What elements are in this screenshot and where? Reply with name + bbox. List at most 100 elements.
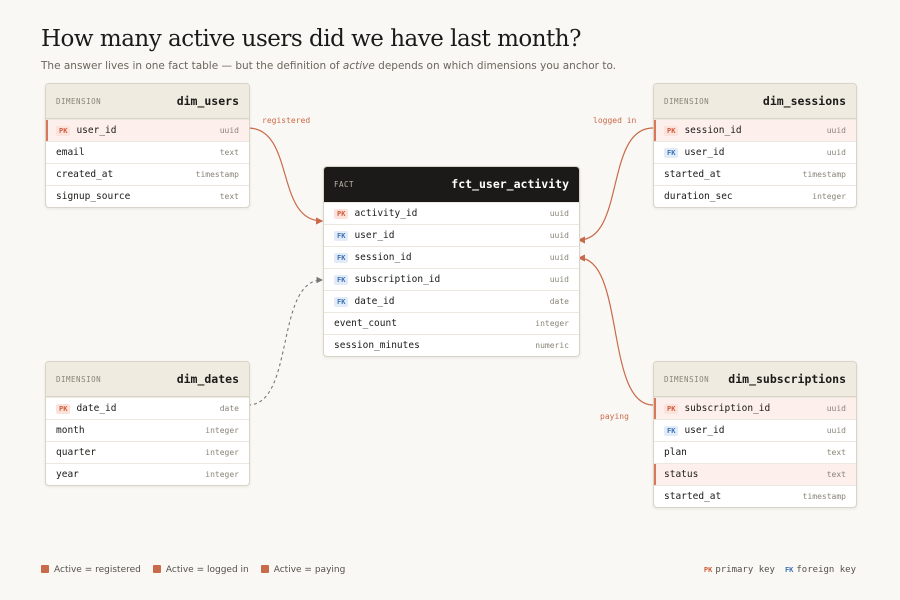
column-name: quarter bbox=[56, 447, 97, 458]
table-name: dim_users bbox=[176, 94, 239, 108]
column-name: started_at bbox=[664, 491, 722, 502]
column-row: duration_sec integer bbox=[654, 185, 856, 207]
column-row: year integer bbox=[46, 463, 249, 485]
column-type: integer bbox=[205, 426, 239, 435]
column-row: email text bbox=[46, 141, 249, 163]
legend: Active = registered Active = logged in Act… bbox=[41, 565, 345, 575]
key-badge: PK bbox=[56, 403, 71, 414]
column-type: integer bbox=[812, 192, 846, 201]
column-type: uuid bbox=[549, 209, 569, 218]
column-type: text bbox=[826, 470, 846, 479]
table-name: dim_sessions bbox=[762, 94, 846, 108]
key-badge: FK bbox=[334, 252, 349, 263]
column-type: uuid bbox=[549, 275, 569, 284]
table-name: dim_dates bbox=[176, 372, 239, 386]
column-type: timestamp bbox=[802, 492, 846, 501]
key-label: primary key bbox=[715, 565, 775, 575]
table-name: dim_subscriptions bbox=[728, 372, 846, 386]
key-badge: PK bbox=[664, 125, 679, 136]
edge-label: paying bbox=[600, 412, 629, 421]
column-type: uuid bbox=[826, 404, 846, 413]
legend-label: Active = paying bbox=[273, 565, 346, 575]
table-header: DIMENSION dim_sessions bbox=[654, 84, 856, 119]
edge bbox=[247, 276, 324, 406]
column-row: month integer bbox=[46, 419, 249, 441]
column-name: started_at bbox=[664, 169, 722, 180]
table: DIMENSION dim_dates PK date_id date month inte… bbox=[45, 361, 250, 486]
column-type: uuid bbox=[826, 426, 846, 435]
column-row: status text bbox=[654, 463, 856, 485]
column-name: status bbox=[664, 469, 699, 480]
column-name: date_id bbox=[76, 403, 117, 414]
legend-label: Active = registered bbox=[54, 565, 141, 575]
column-name: signup_source bbox=[56, 191, 131, 202]
key-badge: PK bbox=[664, 403, 679, 414]
table-kind: DIMENSION bbox=[664, 374, 710, 384]
key-badge: PK bbox=[56, 125, 71, 136]
column-row: PK activity_id uuid bbox=[324, 202, 579, 224]
column-type: uuid bbox=[219, 126, 239, 135]
column-name: created_at bbox=[56, 169, 114, 180]
column-row: FK user_id uuid bbox=[654, 419, 856, 441]
legend-swatch bbox=[152, 565, 161, 573]
column-name: session_id bbox=[684, 125, 742, 136]
title: How many active users did we have last m… bbox=[41, 26, 581, 52]
column-row: FK user_id uuid bbox=[324, 224, 579, 246]
table: DIMENSION dim_users PK user_id uuid email text… bbox=[45, 83, 250, 208]
key-badge: FK bbox=[664, 147, 679, 158]
key-badge: FK bbox=[334, 296, 349, 307]
edge-label: logged in bbox=[593, 116, 637, 125]
column-row: FK date_id date bbox=[324, 290, 579, 312]
column-type: timestamp bbox=[195, 170, 239, 179]
table-kind: DIMENSION bbox=[56, 96, 102, 106]
column-row: session_minutes numeric bbox=[324, 334, 579, 356]
edge bbox=[577, 127, 654, 244]
table-kind: DIMENSION bbox=[664, 96, 710, 106]
edge bbox=[247, 127, 324, 225]
column-row: started_at timestamp bbox=[654, 163, 856, 185]
column-type: date bbox=[549, 297, 569, 306]
column-row: signup_source text bbox=[46, 185, 249, 207]
column-name: date_id bbox=[354, 296, 395, 307]
column-type: date bbox=[219, 404, 239, 413]
column-type: integer bbox=[535, 319, 569, 328]
edge-label: registered bbox=[262, 116, 311, 125]
table-header: DIMENSION dim_dates bbox=[46, 362, 249, 397]
legend-item: Active = logged in bbox=[152, 565, 249, 575]
column-type: text bbox=[219, 192, 239, 201]
legend-swatch bbox=[260, 565, 269, 573]
column-row: created_at timestamp bbox=[46, 163, 249, 185]
column-row: event_count integer bbox=[324, 312, 579, 334]
column-type: text bbox=[826, 448, 846, 457]
column-name: user_id bbox=[354, 230, 395, 241]
legend-item: Active = registered bbox=[41, 565, 141, 575]
key-item: FK foreign key bbox=[785, 565, 856, 575]
key-label: foreign key bbox=[796, 565, 856, 575]
column-type: timestamp bbox=[802, 170, 846, 179]
column-type: uuid bbox=[826, 126, 846, 135]
column-name: user_id bbox=[76, 125, 117, 136]
table-header: DIMENSION dim_subscriptions bbox=[654, 362, 856, 397]
legend-swatch bbox=[41, 565, 49, 573]
subtitle-emphasis: active bbox=[342, 60, 375, 72]
column-row: PK date_id date bbox=[46, 397, 249, 419]
column-row: FK user_id uuid bbox=[654, 141, 856, 163]
column-type: integer bbox=[205, 448, 239, 457]
column-name: plan bbox=[664, 447, 687, 458]
column-name: subscription_id bbox=[684, 403, 771, 414]
column-type: integer bbox=[205, 470, 239, 479]
key-badge: FK bbox=[664, 425, 679, 436]
key-badge: PK bbox=[703, 566, 713, 574]
column-name: session_minutes bbox=[334, 340, 420, 351]
legend-label: Active = logged in bbox=[165, 565, 249, 575]
key-item: PK primary key bbox=[704, 565, 775, 575]
column-name: email bbox=[56, 147, 85, 158]
table-name: fct_user_activity bbox=[451, 177, 569, 191]
column-row: started_at timestamp bbox=[654, 485, 856, 507]
edge bbox=[577, 254, 654, 406]
table-header: FACT fct_user_activity bbox=[324, 167, 579, 202]
key-badge: FK bbox=[334, 230, 349, 241]
column-name: activity_id bbox=[354, 208, 418, 219]
